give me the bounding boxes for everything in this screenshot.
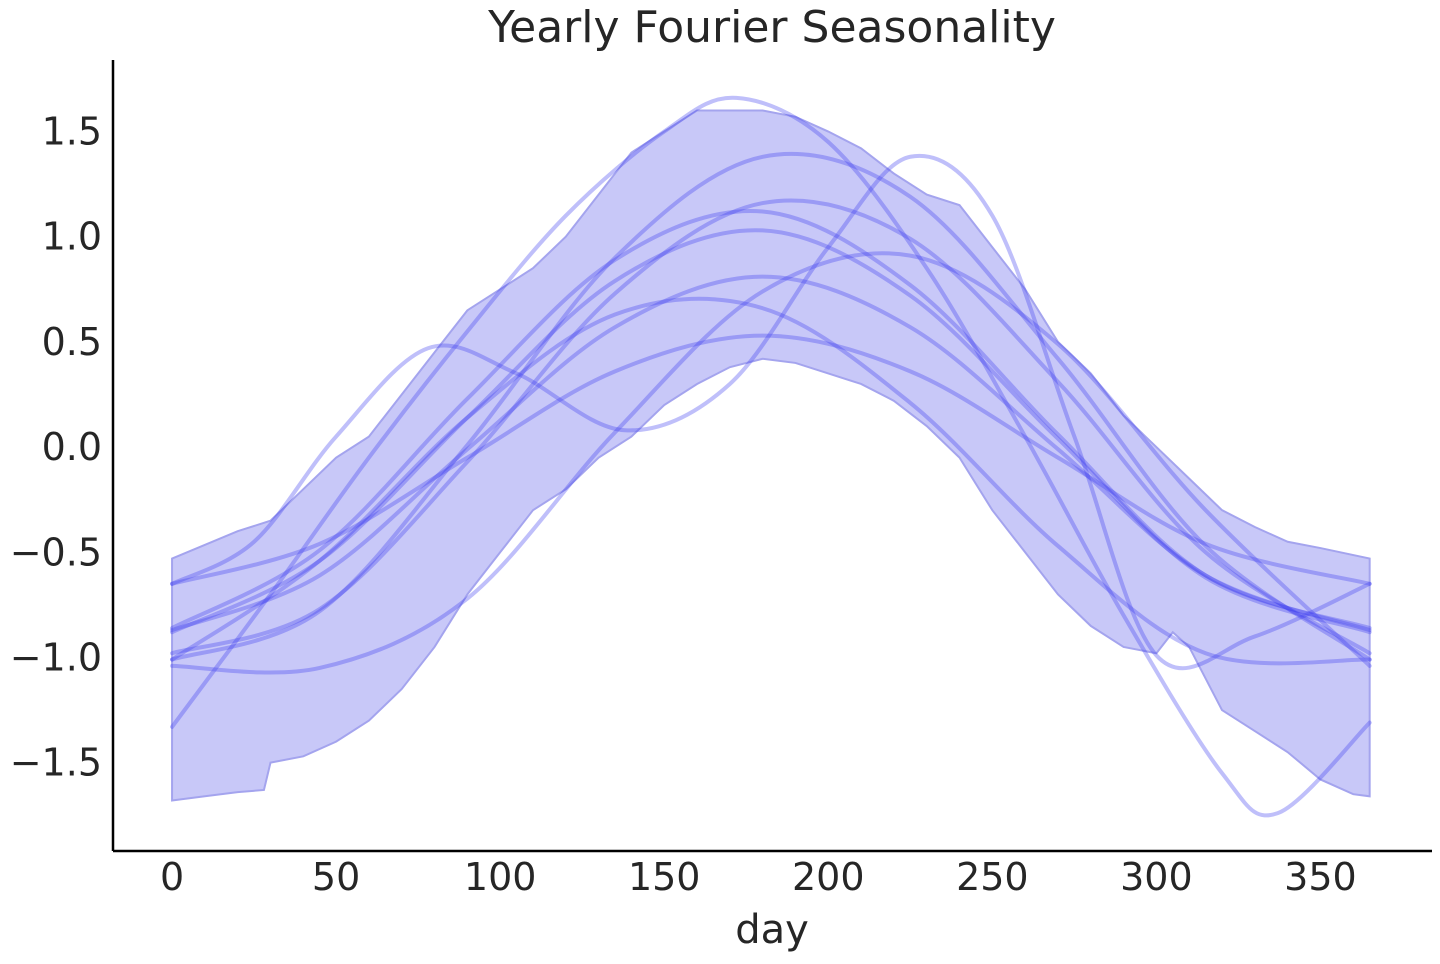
series-line-3 [170,198,1372,656]
plot-area [170,95,1372,818]
y-tick-label: −0.5 [10,530,102,574]
x-tick-label: 200 [792,855,865,899]
x-tick-label: 300 [1120,855,1193,899]
y-tick-label: 1.5 [42,110,102,154]
chart-title: Yearly Fourier Seasonality [487,2,1056,53]
series-line-5 [170,228,1372,635]
x-tick-label: 50 [312,855,360,899]
y-tick-label: 1.0 [42,215,102,259]
x-tick-label: 350 [1284,855,1357,899]
x-tick-label: 250 [956,855,1029,899]
series-line-0 [170,95,1372,818]
x-axis-label: day [735,907,809,953]
series-line-1 [170,153,1372,671]
y-tick-label: −1.5 [10,741,102,785]
x-tick-label: 100 [464,855,537,899]
axes: 0 50 100 150 200 250 300 350 1.5 1.0 0.5 0.0 −0.5 −1.… [10,60,1432,899]
x-tick-label: 150 [628,855,701,899]
x-tick-label: 0 [160,855,184,899]
series-line-9 [170,333,1372,586]
y-tick-label: 0.0 [42,425,102,469]
y-tick-label: −1.0 [10,635,102,679]
series-line-2 [170,151,1372,662]
series-line-8 [170,296,1372,666]
series-line-7 [170,274,1372,633]
series-line-4 [170,208,1372,631]
uncertainty-band [171,109,1371,802]
y-tick-label: 0.5 [42,320,102,364]
series-line-6 [170,251,1372,675]
